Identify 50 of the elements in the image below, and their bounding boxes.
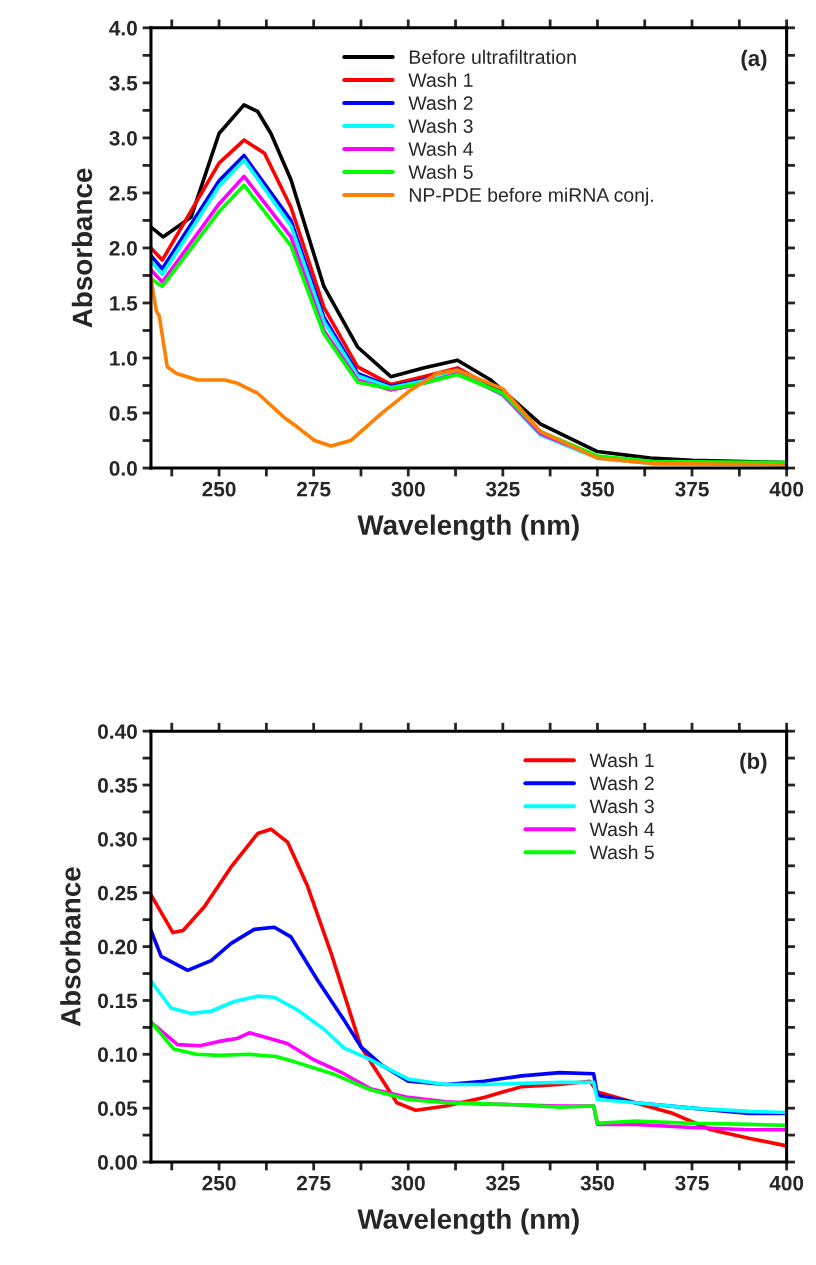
y-tick-label: 0.5 (109, 406, 138, 421)
legend-label: Wash 2 (408, 95, 473, 110)
y-tick-label: 0.20 (98, 939, 137, 955)
x-tick-label: 400 (769, 1175, 804, 1191)
x-tick-label: 375 (675, 481, 709, 497)
x-tick-label: 350 (580, 481, 614, 497)
x-tick-label: 375 (675, 1175, 709, 1191)
annotation: (b) (740, 752, 767, 774)
x-tick-label: 400 (769, 481, 804, 497)
legend-label: Wash 2 (589, 775, 654, 791)
y-tick-label: 0.35 (98, 778, 138, 793)
y-tick-label: 0.10 (98, 1047, 137, 1063)
y-axis-title: Absorbance (71, 168, 93, 328)
x-tick-label: 275 (297, 481, 331, 497)
legend-label: Wash 3 (408, 118, 473, 133)
legend-label: Wash 1 (408, 72, 473, 87)
legend-label: Wash 4 (408, 141, 473, 156)
legend-label: Wash 3 (589, 798, 654, 814)
x-tick-label: 250 (202, 481, 236, 497)
y-tick-label: 1.5 (110, 296, 138, 311)
y-tick-label: 2.5 (109, 185, 138, 201)
x-axis-title: Wavelength (nm) (357, 514, 579, 541)
x-tick-label: 300 (391, 1175, 425, 1191)
y-tick-label: 0.0 (109, 461, 137, 476)
x-axis-title: Wavelength (nm) (357, 1208, 579, 1235)
x-tick-label: 250 (202, 1175, 236, 1191)
legend-label: Wash 1 (589, 752, 654, 768)
y-tick-label: 4.0 (109, 20, 137, 36)
x-tick-label: 300 (391, 481, 425, 497)
x-tick-label: 325 (485, 481, 520, 497)
y-tick-label: 0.25 (98, 885, 138, 901)
annotation: (a) (741, 49, 767, 71)
legend-label: Wash 4 (589, 821, 655, 837)
y-tick-label: 0.00 (98, 1155, 137, 1170)
y-tick-label: 2.0 (109, 240, 137, 256)
y-tick-label: 3.5 (109, 75, 138, 91)
legend-label: Wash 5 (408, 164, 473, 179)
x-tick-label: 275 (297, 1175, 331, 1191)
y-tick-label: 3.0 (109, 130, 137, 146)
y-tick-label: 0.15 (98, 993, 138, 1009)
y-tick-label: 1.0 (110, 351, 137, 366)
legend-label: Before ultrafiltration (409, 49, 576, 65)
y-tick-label: 0.40 (98, 724, 137, 739)
legend-label: Wash 5 (589, 844, 654, 860)
legend-label: NP-PDE before miRNA conj. (409, 187, 653, 206)
x-tick-label: 325 (485, 1175, 520, 1191)
y-tick-label: 0.30 (98, 831, 137, 847)
x-tick-label: 350 (580, 1175, 614, 1191)
y-tick-label: 0.05 (98, 1101, 138, 1116)
y-axis-title: Absorbance (60, 867, 81, 1027)
